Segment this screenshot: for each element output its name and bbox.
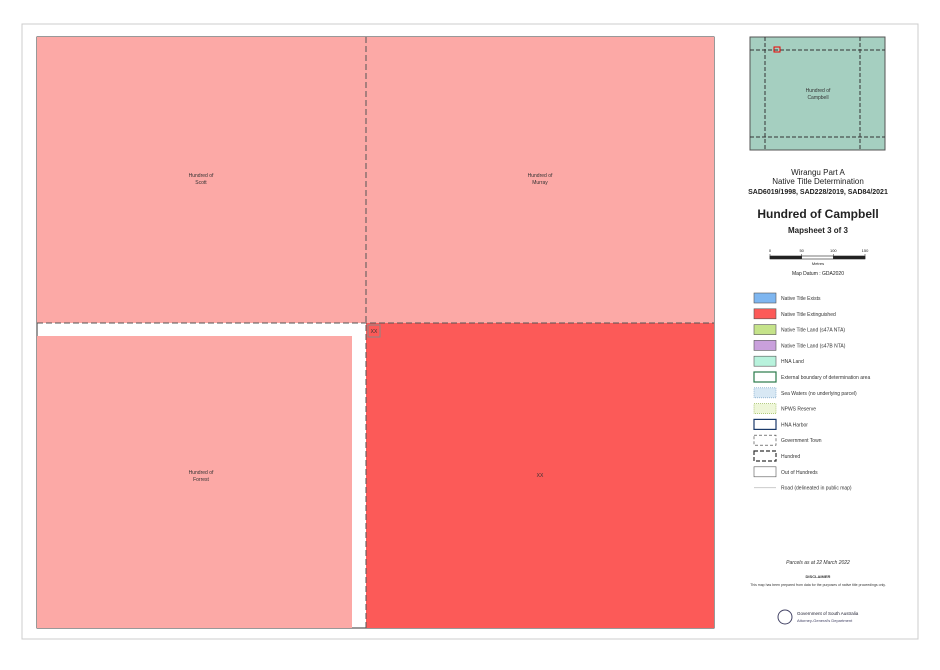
inset-map	[749, 36, 886, 151]
legend-swatch	[753, 418, 777, 430]
legend-swatch	[753, 340, 777, 351]
legend-label: External boundary of determination area	[781, 375, 870, 381]
parcel	[37, 336, 352, 628]
case-numbers: SAD6019/1998, SAD228/2019, SAD84/2021	[748, 189, 888, 196]
legend-swatch	[753, 466, 777, 478]
small-parcel	[367, 324, 381, 338]
map-label: Hundred of	[528, 173, 553, 179]
parcel	[37, 37, 366, 323]
legend-swatch	[753, 292, 777, 304]
parcel	[366, 37, 714, 323]
map-label: Murray	[532, 180, 548, 186]
inset-locator	[773, 46, 781, 53]
legend-label: HNA Land	[781, 359, 804, 365]
mapsheet: Mapsheet 3 of 3	[788, 226, 849, 235]
scale-label: 0	[769, 248, 772, 253]
legend-label: Sea Waters (no underlying parcel)	[781, 391, 857, 397]
legend-label: HNA Harbor	[781, 422, 808, 428]
legend-swatch	[753, 403, 777, 414]
scale-label: 150	[862, 248, 869, 253]
map-label: Forrest	[193, 477, 209, 483]
legend-swatch	[753, 308, 777, 320]
legend-label: Native Title Land (s47A NTA)	[781, 328, 845, 334]
legend-swatch	[753, 355, 777, 367]
legend-label: Road (delineated in public map)	[781, 486, 852, 492]
legend-swatch	[753, 434, 777, 446]
scale-segment	[833, 256, 865, 259]
legend-label: Native Title Exists	[781, 296, 821, 302]
title: Hundred of Campbell	[757, 207, 878, 221]
legend-label: Out of Hundreds	[781, 470, 818, 476]
legend-label: Government Town	[781, 438, 822, 444]
datum: Map Datum : GDA2020	[792, 271, 844, 277]
map-label: XX	[537, 473, 544, 479]
map-label: Hundred of	[189, 173, 214, 179]
scale-label: 100	[830, 248, 837, 253]
project: Wirangu Part A	[791, 168, 845, 177]
scale-unit: Metres	[812, 261, 824, 266]
map-label: Scott	[195, 180, 207, 186]
logo	[777, 609, 793, 625]
scale-segment	[770, 256, 802, 259]
legend-label: Hundred	[781, 454, 800, 460]
parcels-date: Parcels as at 22 March 2022	[786, 560, 850, 566]
inset-label: Campbell	[807, 95, 828, 101]
org: Government of South Australia	[797, 611, 859, 616]
inset-label: Hundred of	[806, 88, 831, 94]
map-label: Hundred of	[189, 470, 214, 476]
map-label: XX	[371, 329, 378, 335]
legend-swatch	[753, 371, 777, 383]
disclaimer-title: DISCLAIMER	[806, 574, 831, 579]
parcel	[366, 323, 714, 628]
subtitle: Native Title Determination	[772, 177, 864, 186]
disclaimer: This map has been prepared from data for…	[750, 583, 886, 587]
legend-label: Native Title Land (s47B NTA)	[781, 343, 846, 349]
legend-label: NPWS Reserve	[781, 407, 816, 413]
scale-label: 50	[799, 248, 804, 253]
legend-swatch	[753, 450, 777, 462]
dept: Attorney-General's Department	[797, 618, 853, 623]
legend-label: Native Title Extinguished	[781, 312, 836, 318]
legend-swatch	[753, 387, 777, 399]
legend-swatch	[753, 324, 777, 335]
